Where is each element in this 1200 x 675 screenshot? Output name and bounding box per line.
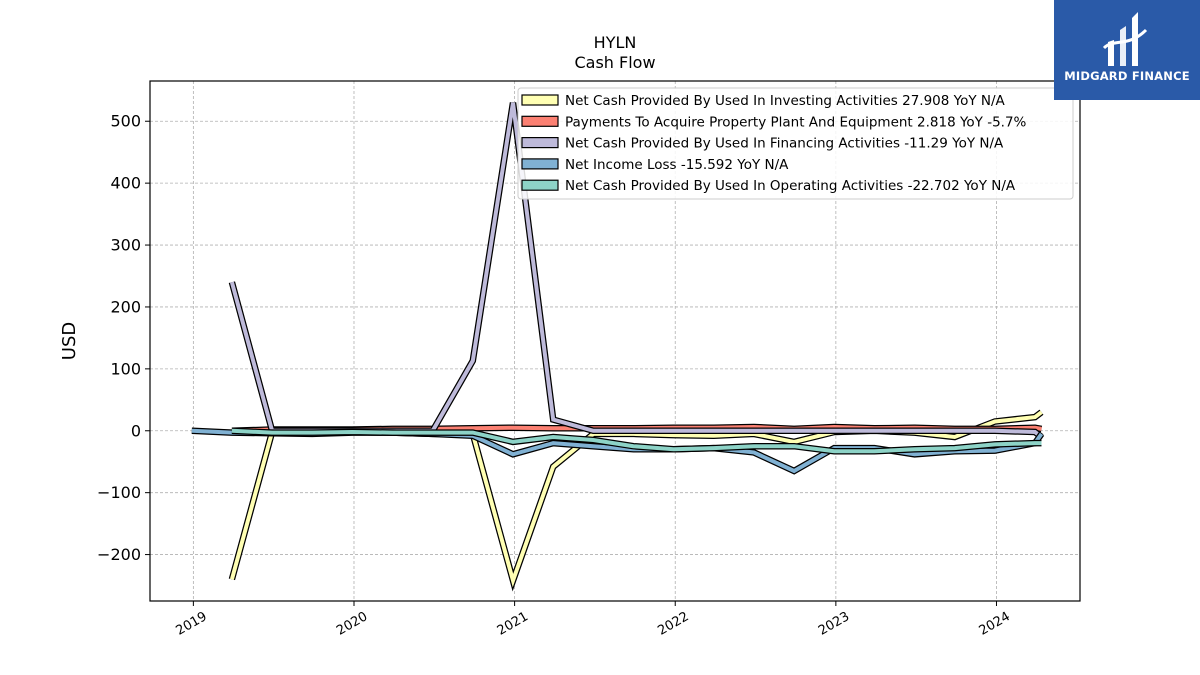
series-lines — [191, 102, 1045, 592]
logo-mark-icon — [1102, 12, 1148, 66]
plot-frame — [149, 80, 1081, 602]
series-line — [231, 428, 1042, 454]
y-tick-label: 0 — [131, 421, 141, 440]
x-tick-label: 2024 — [977, 609, 1013, 639]
y-axis-label: USD — [59, 322, 80, 360]
legend-swatch — [521, 158, 559, 170]
y-tick-label: 100 — [110, 359, 141, 378]
x-tick-label: 2023 — [816, 609, 852, 639]
series-outline — [228, 409, 1044, 592]
y-tick-label: 400 — [110, 174, 141, 193]
legend-label: Net Cash Provided By Used In Financing A… — [565, 136, 1004, 152]
legend-box — [517, 87, 1074, 200]
series-line — [229, 410, 1043, 588]
legend-swatch — [521, 94, 559, 106]
legend: Net Cash Provided By Used In Investing A… — [517, 87, 1074, 200]
legend-label: Payments To Acquire Property Plant And E… — [565, 114, 1027, 130]
x-tick-label: 2020 — [334, 609, 370, 639]
legend-swatch — [521, 179, 559, 191]
chart-subtitle: Cash Flow — [574, 53, 655, 72]
x-tick-label: 2019 — [174, 609, 210, 639]
x-axis-ticks: 2019 2020 2021 2022 2023 2024 — [174, 601, 1013, 639]
y-tick-label: 300 — [110, 236, 141, 255]
y-tick-label: 200 — [110, 297, 141, 316]
y-tick-label: −200 — [97, 545, 141, 564]
legend-label: Net Cash Provided By Used In Operating A… — [565, 178, 1016, 194]
y-tick-label: −100 — [97, 483, 141, 502]
legend-swatch — [521, 137, 559, 149]
legend-swatch — [521, 115, 559, 127]
logo-text: MIDGARD FINANCE — [1064, 69, 1190, 83]
legend-label: Net Income Loss -15.592 YoY N/A — [565, 157, 789, 173]
y-axis-ticks: −200 −100 0 100 200 300 400 500 — [97, 112, 150, 564]
legend-label: Net Cash Provided By Used In Investing A… — [565, 93, 1006, 109]
y-tick-label: 500 — [110, 112, 141, 131]
x-tick-label: 2021 — [495, 609, 531, 639]
chart-title: HYLN — [594, 33, 637, 52]
x-tick-label: 2022 — [655, 609, 691, 639]
brand-logo: MIDGARD FINANCE — [1054, 0, 1200, 100]
